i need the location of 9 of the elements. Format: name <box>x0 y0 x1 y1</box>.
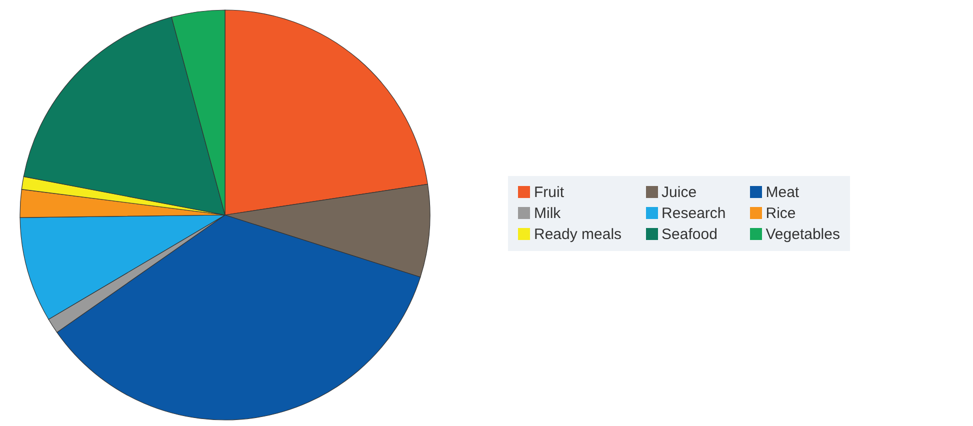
legend-label: Juice <box>662 184 697 200</box>
legend-label: Ready meals <box>534 226 622 242</box>
legend-label: Seafood <box>662 226 718 242</box>
legend-label: Vegetables <box>766 226 840 242</box>
legend-label: Research <box>662 204 726 222</box>
legend-label: Milk <box>534 204 561 222</box>
legend-label: Fruit <box>534 184 564 200</box>
legend-label: Meat <box>766 184 800 200</box>
legend-label: Rice <box>766 204 796 222</box>
